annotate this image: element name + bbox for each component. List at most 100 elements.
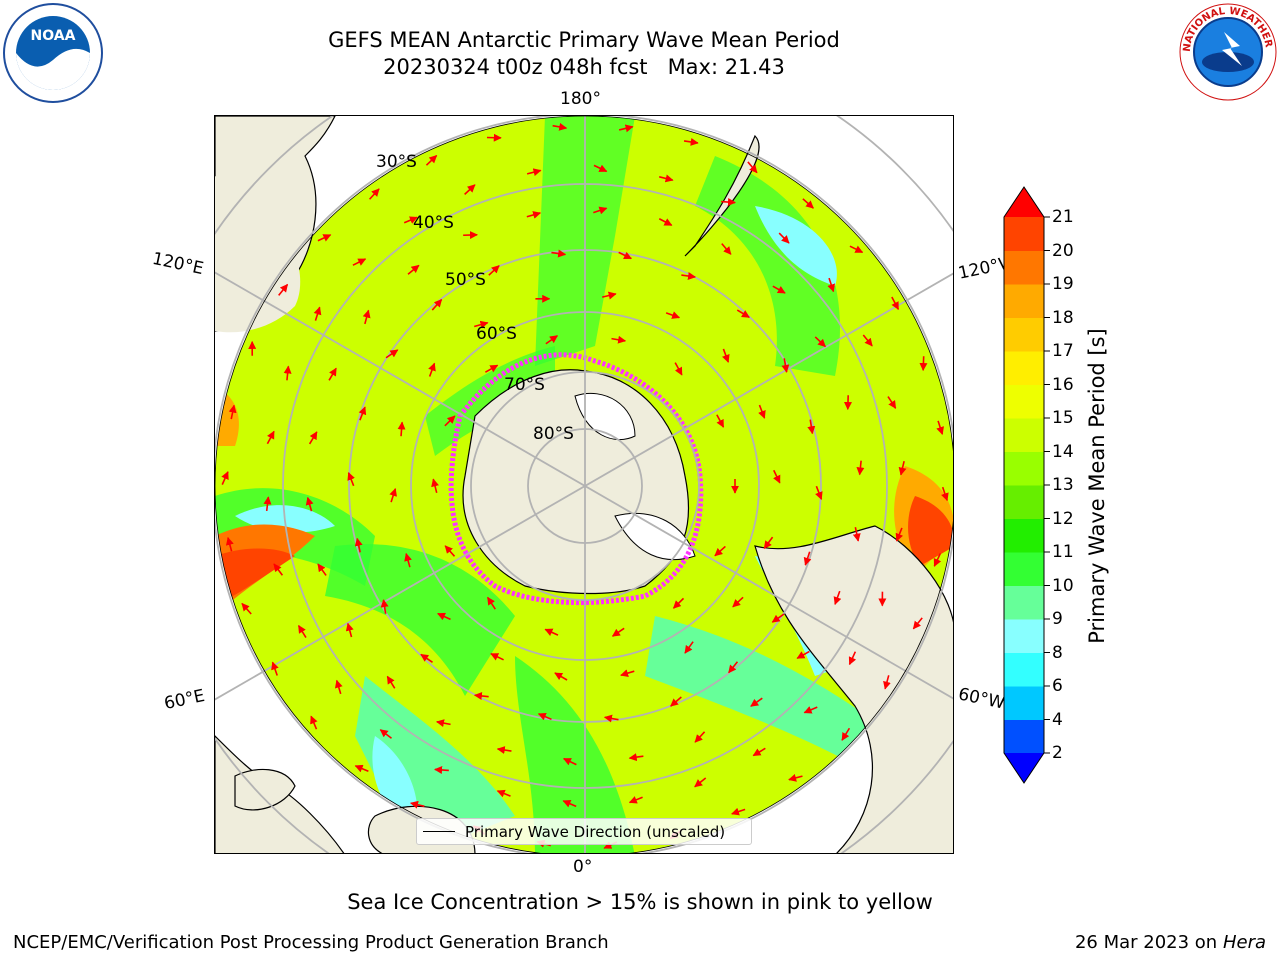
- wave-arrow: [266, 430, 275, 445]
- wave-arrow: [933, 553, 942, 567]
- colorbar-segment: [1004, 485, 1044, 519]
- wave-arrow: [750, 697, 763, 707]
- colorbar-tick-label: 2: [1052, 743, 1063, 763]
- wave-arrow: [554, 672, 568, 681]
- wave-arrow: [434, 765, 449, 774]
- colorbar-segment: [1004, 585, 1044, 620]
- colorbar-segment: [1004, 686, 1044, 720]
- wave-arrow: [484, 364, 499, 373]
- wave-arrow: [431, 478, 439, 493]
- wave-arrow: [544, 628, 559, 636]
- wave-arrow: [431, 298, 443, 311]
- wave-arrow: [428, 362, 436, 377]
- wave-arrow: [694, 777, 707, 788]
- wave-arrow: [317, 234, 332, 242]
- colorbar-segment: [1004, 518, 1044, 553]
- wave-arrow: [618, 251, 632, 260]
- wave-arrow: [721, 198, 736, 207]
- wave-arrow: [618, 124, 634, 133]
- wave-arrow: [308, 431, 318, 445]
- colorbar-tick-label: 20: [1052, 240, 1074, 261]
- wave-arrow: [352, 258, 367, 266]
- wave-arrow: [763, 536, 774, 550]
- lat-label-60s: 60°S: [476, 324, 517, 344]
- wave-arrow: [603, 714, 619, 723]
- colorbar-tick-label: 14: [1052, 441, 1074, 462]
- colorbar-tick-label: 21: [1052, 207, 1074, 227]
- wave-arrow: [856, 460, 865, 476]
- wave-arrow: [317, 563, 327, 576]
- wave-arrow: [670, 696, 682, 707]
- chart-subtitle: 20230324 t00z 048h fcst Max: 21.43: [383, 55, 785, 79]
- wave-arrow: [488, 265, 500, 276]
- wave-arrow: [883, 675, 891, 690]
- wave-arrow: [368, 188, 380, 200]
- wave-arrow: [852, 527, 861, 542]
- wave-arrow: [788, 773, 803, 782]
- wave-arrow: [354, 764, 369, 773]
- wave-arrow: [895, 527, 904, 542]
- wave-arrow: [263, 496, 272, 512]
- map-canvas: [215, 116, 953, 853]
- wave-arrow: [593, 206, 608, 215]
- sea-ice-edge: [448, 352, 704, 606]
- wave-arrow: [827, 277, 836, 293]
- colorbar-segment: [1004, 451, 1044, 486]
- map-legend: Primary Wave Direction (unscaled): [416, 818, 752, 845]
- wave-arrow: [747, 161, 758, 174]
- legend-line-swatch: [423, 831, 455, 832]
- wave-arrow: [362, 309, 371, 325]
- wave-arrow: [772, 285, 786, 294]
- wave-arrow: [379, 729, 392, 739]
- wave-arrow: [658, 218, 673, 226]
- wave-arrow: [354, 537, 363, 553]
- wave-arrow: [833, 590, 842, 606]
- colorbar-over-arrow: [1004, 187, 1044, 217]
- noaa-logo: NOAA: [3, 3, 103, 103]
- colorbar-tick-label: 11: [1052, 542, 1074, 562]
- colorbar-segment: [1004, 384, 1044, 419]
- colorbar-tick-label: 9: [1052, 609, 1063, 629]
- wave-arrow: [526, 211, 542, 219]
- wave-arrow: [403, 216, 418, 224]
- wave-arrow: [722, 348, 730, 363]
- lat-label-40s: 40°S: [413, 213, 454, 233]
- wave-arrow: [545, 335, 559, 345]
- wave-arrow: [611, 335, 627, 344]
- wave-arrow: [490, 653, 504, 661]
- wave-arrow: [358, 406, 367, 421]
- footer-date: 26 Mar 2023 on Hera: [1075, 932, 1266, 953]
- colorbar-tick-label: 12: [1052, 508, 1074, 529]
- colorbar-segment: [1004, 217, 1044, 251]
- wave-arrow: [593, 164, 608, 173]
- lon-label-0: 0°: [573, 857, 593, 877]
- wave-arrow: [407, 264, 420, 275]
- wave-arrow: [297, 624, 307, 638]
- wave-arrow: [898, 461, 907, 476]
- wave-arrow: [919, 356, 928, 372]
- wave-arrow: [941, 486, 949, 502]
- lon-label-60e: 60°E: [162, 685, 207, 715]
- polar-map: [214, 115, 954, 854]
- wave-arrow: [659, 174, 674, 183]
- wave-arrow: [380, 599, 389, 614]
- wave-arrow: [436, 719, 451, 728]
- sea-ice-caption: Sea Ice Concentration > 15% is shown in …: [347, 890, 933, 914]
- wave-arrow: [736, 309, 750, 318]
- lon-label-120e: 120°E: [150, 248, 206, 280]
- wave-arrow: [389, 487, 397, 503]
- wave-arrow: [310, 715, 318, 730]
- colorbar-segment: [1004, 317, 1044, 352]
- wave-arrow: [437, 612, 451, 621]
- wave-arrow: [474, 320, 489, 329]
- wave-arrow: [848, 651, 857, 666]
- wave-arrow: [802, 198, 814, 209]
- wave-arrow: [758, 404, 766, 419]
- wave-arrow: [732, 596, 744, 608]
- wave-arrow: [672, 597, 685, 609]
- wave-arrow: [305, 496, 314, 512]
- wave-arrow: [731, 807, 746, 816]
- wave-arrow: [611, 627, 625, 637]
- colorbar-tick-label: 19: [1052, 274, 1074, 294]
- wave-arrow: [781, 358, 790, 373]
